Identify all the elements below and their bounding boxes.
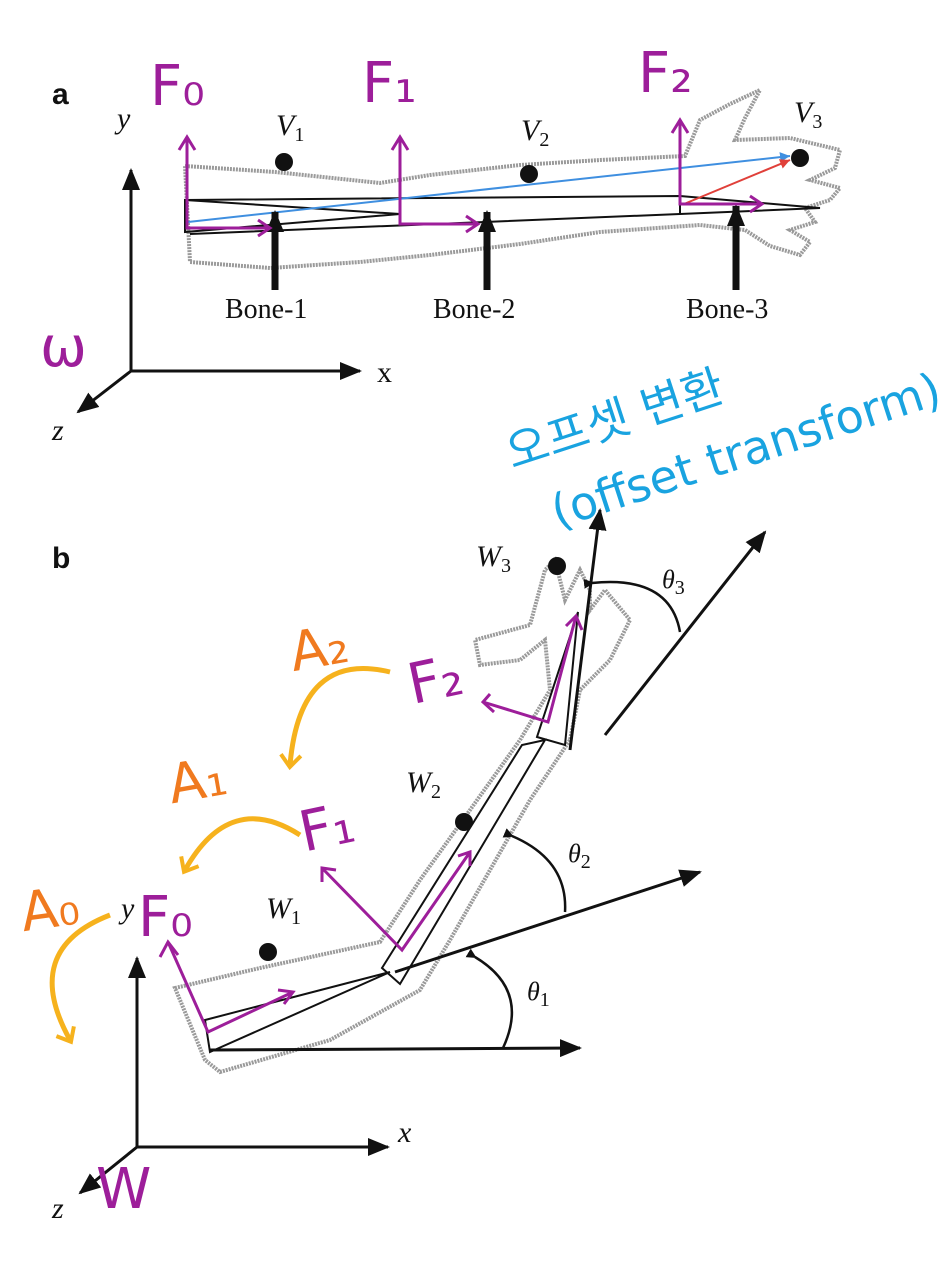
panel-a-z-label: z	[51, 414, 64, 447]
bone-2-shape	[184, 194, 821, 235]
panel-a-arm-outline	[182, 85, 844, 271]
theta-2-arc	[502, 828, 567, 913]
frame-2-axes-b	[482, 615, 578, 724]
frame-2b-up-tip	[480, 693, 496, 714]
panel-a-frames: F₀ F₁ F₂	[150, 41, 765, 238]
point-w1-label: W1	[266, 892, 301, 929]
bone-b3-shape	[535, 611, 579, 747]
frame-2-label-a: F₂	[638, 41, 693, 106]
point-w3	[548, 557, 566, 575]
vertex-v3-label: V3	[794, 96, 822, 133]
panel-a-x-label: x	[377, 356, 392, 389]
frame-0-label-b: F₀	[138, 885, 193, 950]
panel-b-axes: y x z W	[51, 892, 412, 1225]
frame-0b-right-tip	[277, 988, 296, 1005]
anim-a0-label: A₀	[16, 874, 83, 945]
frame-1-up-tip	[390, 134, 410, 151]
panel-b-z-label: z	[51, 1192, 64, 1225]
frame-2b-right-tip	[564, 613, 584, 631]
offset-vector-red	[683, 159, 791, 205]
joint-3-ref-axis	[603, 530, 767, 736]
frame-0-right-tip	[257, 218, 273, 238]
panel-b-label: b	[52, 542, 70, 575]
panel-b-x-label: x	[397, 1116, 412, 1149]
frame-2-axes-a	[678, 120, 762, 206]
theta-3-label: θ3	[662, 565, 685, 599]
theta-2-label: θ2	[568, 839, 591, 873]
vertex-v1	[275, 153, 293, 171]
panel-b-bones	[203, 611, 579, 1054]
frame-1b-right-tip	[457, 849, 472, 866]
frame-1-right-tip	[465, 214, 481, 234]
theta-1-label: θ1	[527, 977, 550, 1011]
bone-1-shape	[184, 198, 401, 234]
vertex-v2-label: V2	[521, 114, 549, 151]
frame-1-label-a: F₁	[362, 51, 417, 116]
anim-a1-label: A₁	[163, 744, 232, 816]
frame-1-label-b: F₁	[294, 791, 361, 866]
vertex-v1-label: V1	[276, 109, 304, 146]
offset-vector-blue	[187, 152, 791, 223]
panel-a: a y x z ω V1 V2 V3	[40, 41, 947, 539]
frame-0-axes-b	[166, 941, 294, 1035]
theta-3-arc	[583, 578, 682, 633]
joint-2-ref-axis	[394, 869, 702, 974]
frame-2-right-tip	[749, 194, 765, 214]
anim-a1-arc	[179, 816, 302, 875]
frame-0-axes-a	[185, 137, 270, 230]
frame-1b-up-tip	[320, 866, 337, 882]
panel-a-world-label: ω	[40, 315, 87, 380]
vertex-v2	[520, 165, 538, 183]
point-w2	[455, 813, 473, 831]
frame-1-axes-a	[398, 137, 478, 226]
frame-1-axes-b	[320, 851, 472, 953]
animation-annotations: A₂ A₁ A₀	[16, 612, 391, 1045]
anim-a0-arc	[49, 912, 111, 1045]
panel-a-y-label: y	[114, 102, 131, 135]
bone-1-label: Bone-1	[225, 294, 307, 325]
frame-2-up-tip	[670, 117, 690, 134]
point-w2-label: W2	[406, 766, 441, 803]
frame-0-label-a: F₀	[150, 54, 205, 119]
point-w1	[259, 943, 277, 961]
joint-1-ref-axis	[209, 1039, 582, 1058]
bone-3-label: Bone-3	[686, 294, 768, 325]
panel-b: b y x z W θ1 θ2 θ3	[16, 508, 767, 1225]
end-effector-axis	[568, 508, 607, 751]
offset-transform-note: 오프셋 변환 (offset transform)	[499, 359, 947, 539]
panel-a-axes: y x z ω	[40, 102, 392, 447]
panel-b-arm-outline	[172, 556, 633, 1075]
panel-a-label: a	[52, 78, 69, 111]
bone-2-label: Bone-2	[433, 294, 515, 325]
point-w3-label: W3	[476, 540, 511, 577]
panel-b-z-axis	[78, 1145, 138, 1195]
panel-b-y-label: y	[118, 892, 135, 925]
frame-0-up-tip	[177, 134, 197, 151]
anim-a2-arc	[279, 666, 391, 771]
panel-a-z-axis	[76, 369, 132, 414]
vertex-v3	[791, 149, 809, 167]
frame-0b-up-tip	[158, 939, 180, 958]
frame-2-label-b: F₂	[402, 643, 469, 718]
panel-b-world-label: W	[96, 1157, 151, 1222]
theta-1-arc	[465, 948, 514, 1049]
panel-b-frames: F₀ F₁ F₂	[138, 613, 584, 1035]
bone-b1-shape	[203, 971, 391, 1054]
